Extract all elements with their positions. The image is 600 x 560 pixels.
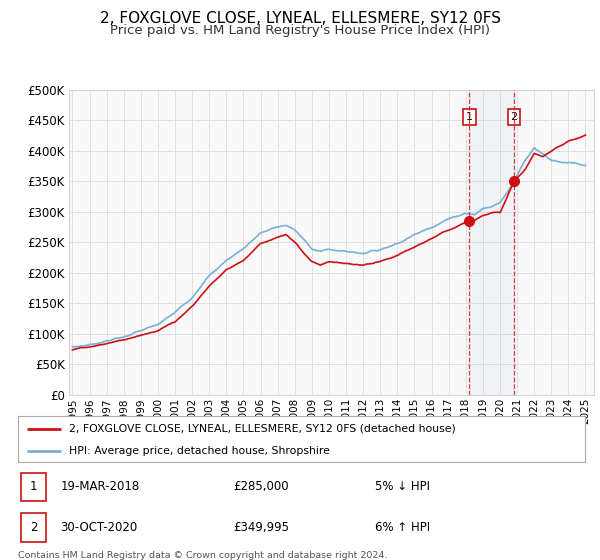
Bar [469, 90, 514, 395]
Text: 1: 1 [30, 480, 37, 493]
Text: 2, FOXGLOVE CLOSE, LYNEAL, ELLESMERE, SY12 0FS: 2, FOXGLOVE CLOSE, LYNEAL, ELLESMERE, SY… [100, 11, 500, 26]
Text: £285,000: £285,000 [233, 480, 289, 493]
Text: Contains HM Land Registry data © Crown copyright and database right 2024.
This d: Contains HM Land Registry data © Crown c… [18, 551, 388, 560]
Text: 30-OCT-2020: 30-OCT-2020 [61, 521, 138, 534]
Text: 2, FOXGLOVE CLOSE, LYNEAL, ELLESMERE, SY12 0FS (detached house): 2, FOXGLOVE CLOSE, LYNEAL, ELLESMERE, SY… [69, 424, 456, 434]
Text: 2: 2 [511, 112, 518, 122]
Text: Price paid vs. HM Land Registry's House Price Index (HPI): Price paid vs. HM Land Registry's House … [110, 24, 490, 37]
Text: £349,995: £349,995 [233, 521, 289, 534]
Text: 1: 1 [466, 112, 473, 122]
Text: 2: 2 [30, 521, 37, 534]
Bar [21, 514, 46, 542]
Bar [21, 473, 46, 501]
Text: 5% ↓ HPI: 5% ↓ HPI [375, 480, 430, 493]
Text: HPI: Average price, detached house, Shropshire: HPI: Average price, detached house, Shro… [69, 446, 330, 455]
Text: 6% ↑ HPI: 6% ↑ HPI [375, 521, 430, 534]
Text: 19-MAR-2018: 19-MAR-2018 [61, 480, 140, 493]
